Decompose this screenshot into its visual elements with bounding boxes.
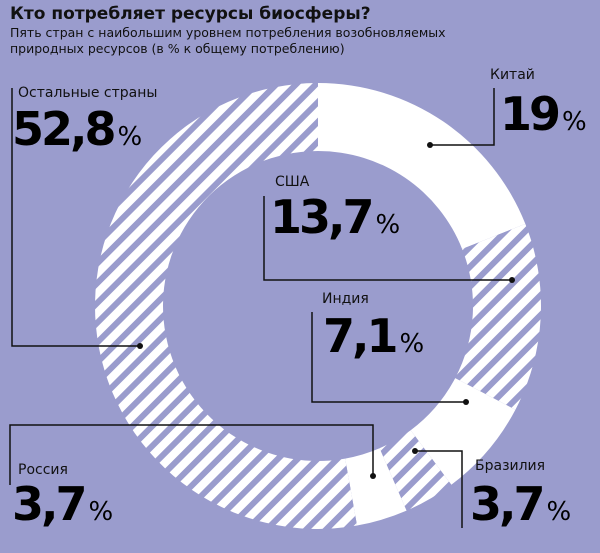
leader-dot-4 bbox=[370, 473, 376, 479]
donut-slice-3 bbox=[379, 430, 452, 511]
slice-value-label-5: 52,8% bbox=[12, 102, 142, 156]
leader-line-0 bbox=[430, 88, 495, 146]
leader-line-1 bbox=[263, 196, 512, 281]
donut-slice-1 bbox=[455, 223, 541, 410]
slice-value-label-2: 7,1% bbox=[323, 309, 424, 363]
leader-dot-0 bbox=[427, 142, 433, 148]
slice-name-label-5: Остальные страны bbox=[18, 85, 157, 101]
slice-name-label-2: Индия bbox=[322, 291, 369, 307]
leader-dot-2 bbox=[463, 399, 469, 405]
donut-slice-4 bbox=[345, 448, 407, 526]
leader-dot-5 bbox=[137, 343, 143, 349]
slice-name-label-3: Бразилия bbox=[475, 458, 545, 474]
slice-value-label-0: 19% bbox=[500, 87, 587, 141]
chart-title: Кто потребляет ресурсы биосферы? bbox=[10, 4, 371, 24]
slice-value-label-4: 3,7% bbox=[12, 477, 113, 531]
donut-slice-5 bbox=[95, 83, 358, 529]
slice-name-label-0: Китай bbox=[490, 67, 535, 83]
leader-line-2 bbox=[311, 312, 466, 403]
chart-subtitle: Пять стран с наибольшим уровнем потребле… bbox=[10, 25, 446, 56]
leader-dot-1 bbox=[509, 277, 515, 283]
slice-value-label-1: 13,7% bbox=[270, 190, 400, 244]
slice-name-label-1: США bbox=[275, 174, 310, 190]
leader-line-5 bbox=[11, 88, 140, 347]
donut-slices bbox=[95, 83, 541, 529]
slice-name-label-4: Россия bbox=[18, 462, 68, 478]
donut-slice-2 bbox=[410, 378, 516, 485]
slice-value-label-3: 3,7% bbox=[470, 477, 571, 531]
leader-dot-3 bbox=[412, 448, 418, 454]
leader-lines bbox=[9, 88, 515, 528]
leader-line-4 bbox=[9, 424, 374, 485]
donut-slice-0 bbox=[318, 83, 526, 249]
leader-line-3 bbox=[415, 450, 463, 528]
